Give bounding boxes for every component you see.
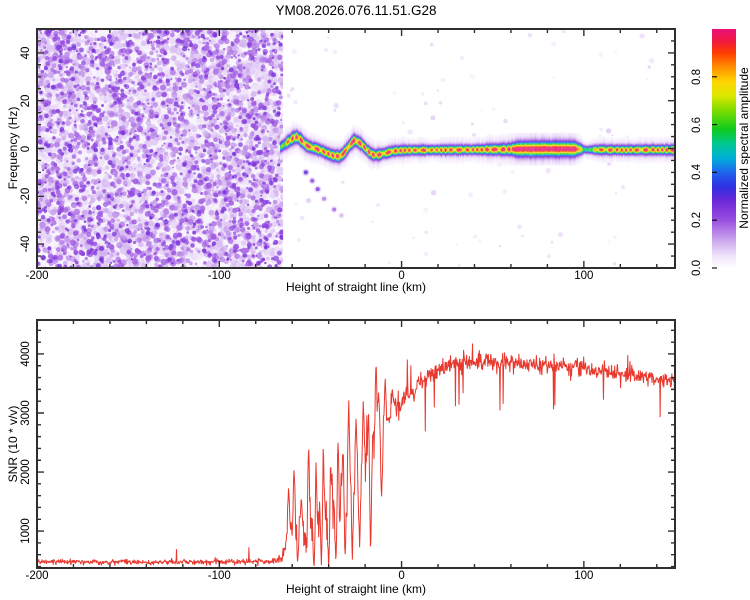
snr-x-tick-label: 0: [398, 570, 405, 582]
snr-x-tick-label: -200: [25, 570, 49, 582]
spectrogram-x-tick-label: 100: [574, 270, 594, 282]
spectrogram-y-tick-label: -20: [20, 187, 32, 205]
colorbar-tick-label: 0.4: [691, 164, 703, 181]
spectrogram-x-tick-label: -100: [207, 270, 231, 282]
spectrogram-y-tick-label: 20: [20, 94, 32, 108]
spectrogram-ylabel: Frequency (Hz): [6, 106, 20, 190]
chart-title: YM08.2026.076.11.51.G28: [275, 3, 437, 18]
snr-ylabel: SNR (10 * v/v): [6, 405, 20, 483]
snr-y-tick-label: 4000: [20, 341, 32, 367]
snr-y-tick-label: 1000: [20, 518, 32, 544]
spectrogram-xlabel: Height of straight line (km): [285, 280, 427, 294]
spectrogram-x-tick-label: -200: [25, 270, 49, 282]
snr-y-tick-label: 3000: [20, 400, 32, 426]
colorbar-tick-label: 0.8: [691, 68, 703, 85]
snr-x-tick-label: -100: [207, 570, 231, 582]
spectrogram-y-tick-label: 40: [20, 46, 32, 60]
colorbar-tick-label: 0.6: [691, 116, 703, 133]
snr-x-tick-label: 100: [574, 570, 594, 582]
spectrogram-x-tick-label: 0: [398, 270, 405, 282]
snr-xlabel: Height of straight line (km): [285, 582, 427, 596]
colorbar-tick-label: 0.0: [691, 260, 703, 276]
colorbar-label: Normalized spectral amplitude: [737, 67, 750, 229]
spectrogram-y-tick-label: -40: [20, 235, 32, 253]
snr-y-tick-label: 2000: [20, 459, 32, 485]
colorbar-tick-label: 0.2: [691, 212, 703, 229]
spectrogram-y-tick-label: 0: [20, 145, 32, 152]
